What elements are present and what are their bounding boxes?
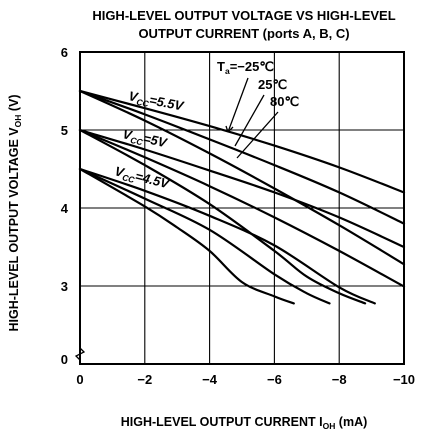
- series-line: [78, 128, 406, 288]
- ta-minus25-label: Ta=−25℃: [217, 59, 274, 76]
- y-tick-label: 4: [61, 201, 69, 216]
- x-tick-label: −4: [202, 372, 218, 387]
- curves: [78, 89, 406, 305]
- series-line: [78, 167, 295, 305]
- vcc-45-label: VCC=4.5V: [113, 163, 172, 193]
- y-ticks: 0 3 4 5 6: [61, 45, 69, 367]
- x-axis-label: HIGH-LEVEL OUTPUT CURRENT IOH (mA): [121, 415, 368, 431]
- series-line: [78, 89, 406, 194]
- x-tick-label: −6: [267, 372, 282, 387]
- chart-title-line2: OUTPUT CURRENT (ports A, B, C): [138, 26, 349, 41]
- x-tick-label: −10: [393, 372, 415, 387]
- series-line: [78, 128, 406, 249]
- x-tick-label: −8: [332, 372, 347, 387]
- x-ticks: 0 −2 −4 −6 −8 −10: [76, 372, 415, 387]
- ta-minus25-arrowhead: [225, 125, 234, 133]
- grid-lines: [80, 52, 404, 364]
- series-line: [78, 89, 406, 266]
- series-line: [78, 128, 367, 305]
- ta-80-label: 80℃: [270, 94, 299, 109]
- y-axis-label: HIGH-LEVEL OUTPUT VOLTAGE VOH (V): [7, 94, 23, 331]
- x-tick-label: −2: [137, 372, 152, 387]
- x-tick-label: 0: [76, 372, 83, 387]
- y-tick-label: 6: [61, 45, 68, 60]
- ta-25-leader: [234, 94, 265, 147]
- y-tick-label: 3: [61, 279, 68, 294]
- y-tick-label: 0: [61, 352, 68, 367]
- vcc-55-label: VCC=5.5V: [127, 88, 186, 115]
- series-line: [78, 167, 331, 305]
- vcc-5-label: VCC=5V: [121, 126, 169, 152]
- plot-frame: [79, 51, 405, 365]
- ta-minus25-leader: [227, 77, 249, 133]
- axis-break-mark: [74, 347, 86, 361]
- ta-25-label: 25℃: [258, 77, 287, 92]
- y-tick-label: 5: [61, 123, 68, 138]
- series-line: [78, 167, 376, 305]
- ta-80-leader: [236, 111, 279, 159]
- chart-title-line1: HIGH-LEVEL OUTPUT VOLTAGE VS HIGH-LEVEL: [92, 8, 395, 23]
